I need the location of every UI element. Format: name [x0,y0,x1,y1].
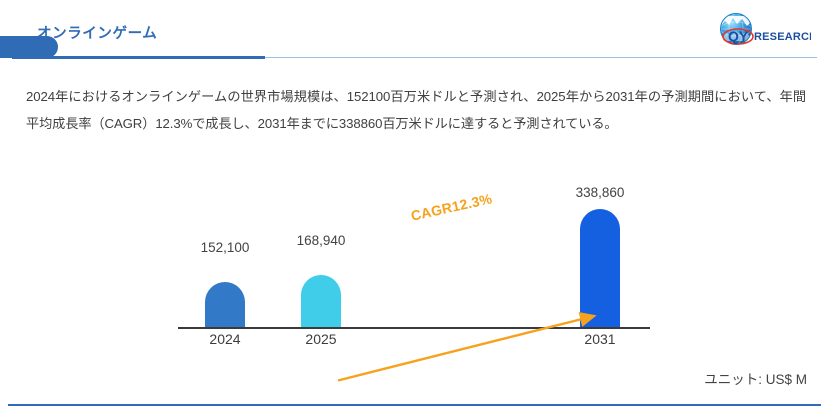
qyresearch-logo: QY RESEARCH [716,10,811,52]
header-rule-strong [12,56,265,59]
value-label-2025: 168,940 [296,233,346,248]
chart-x-axis [178,327,650,329]
bar-2025 [301,275,341,327]
footer-rule [8,404,821,406]
header-rule-light [265,57,817,58]
tick-label-2025: 2025 [305,331,337,347]
bar-2031 [580,209,620,327]
page-title: オンラインゲーム [37,26,158,42]
logo-text-primary: QY [728,28,749,44]
slide-header: オンラインゲーム [0,0,829,64]
value-label-2031: 338,860 [575,185,625,200]
header-accent-tab [0,36,58,58]
chart-unit-label: ユニット: US$ M [704,372,807,387]
tick-label-2031: 2031 [584,331,616,347]
value-label-2024: 152,100 [200,240,250,255]
market-summary-paragraph: 2024年におけるオンラインゲームの世界市場規模は、152100百万米ドルと予測… [26,89,806,131]
bar-2024 [205,282,245,327]
market-size-bar-chart: 152,100 168,940 338,860 2024 2025 2031 [0,165,829,382]
logo-text-secondary: RESEARCH [754,31,811,43]
tick-label-2024: 2024 [209,331,241,347]
